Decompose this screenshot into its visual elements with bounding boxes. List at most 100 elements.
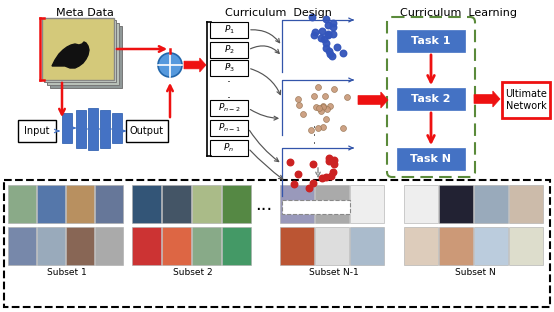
Bar xyxy=(100,110,110,148)
Bar xyxy=(210,100,248,116)
Text: $P_{n-2}$: $P_{n-2}$ xyxy=(218,102,240,114)
Point xyxy=(326,51,335,56)
Bar xyxy=(37,185,65,223)
Bar xyxy=(44,20,116,82)
Polygon shape xyxy=(474,91,500,107)
Bar xyxy=(509,185,543,223)
Bar xyxy=(210,22,248,38)
Bar xyxy=(42,18,114,80)
Bar xyxy=(210,120,248,136)
Point xyxy=(330,161,339,166)
Bar xyxy=(132,227,161,265)
Bar xyxy=(162,227,191,265)
Point xyxy=(339,50,348,55)
Point xyxy=(318,29,327,34)
Bar xyxy=(315,227,349,265)
Text: $P_1$: $P_1$ xyxy=(223,24,234,36)
Bar xyxy=(50,26,122,88)
Point xyxy=(319,104,327,109)
Point xyxy=(312,105,321,110)
Bar xyxy=(8,227,36,265)
Bar xyxy=(404,227,438,265)
Point xyxy=(338,125,347,130)
Point xyxy=(310,30,319,35)
Point xyxy=(324,32,333,37)
Text: $P_3$: $P_3$ xyxy=(224,62,234,74)
Bar xyxy=(222,185,251,223)
Bar xyxy=(76,110,86,148)
Bar xyxy=(350,227,384,265)
Bar xyxy=(162,185,191,223)
Text: Input: Input xyxy=(24,126,50,136)
Point xyxy=(294,172,302,177)
Bar xyxy=(397,88,465,110)
Text: Curriculum  Learning: Curriculum Learning xyxy=(399,8,516,18)
Point xyxy=(319,37,328,42)
Bar xyxy=(210,140,248,156)
Bar xyxy=(397,148,465,170)
Bar xyxy=(222,227,251,265)
Point xyxy=(325,158,334,163)
Bar xyxy=(282,200,350,214)
Point xyxy=(324,32,332,37)
Point xyxy=(318,176,327,181)
Bar xyxy=(132,185,161,223)
Text: · · ·: · · · xyxy=(310,124,322,144)
Bar xyxy=(37,227,65,265)
Bar xyxy=(280,227,314,265)
Point xyxy=(315,105,324,110)
Bar xyxy=(509,227,543,265)
Bar xyxy=(315,185,349,223)
Text: Subset 2: Subset 2 xyxy=(173,268,213,277)
Bar xyxy=(404,185,438,223)
Text: Meta Data: Meta Data xyxy=(56,8,114,18)
Bar xyxy=(474,227,508,265)
Point xyxy=(294,97,303,102)
Bar xyxy=(18,120,56,142)
Bar xyxy=(397,30,465,52)
Polygon shape xyxy=(358,92,388,108)
Point xyxy=(327,173,336,178)
Text: $P_2$: $P_2$ xyxy=(224,44,234,56)
Bar xyxy=(439,185,473,223)
Point xyxy=(309,161,317,166)
Text: Subset 1: Subset 1 xyxy=(47,268,87,277)
Point xyxy=(333,45,342,50)
Bar xyxy=(192,227,221,265)
Text: ·
·
·: · · · xyxy=(227,61,231,105)
Point xyxy=(317,109,326,114)
Point xyxy=(326,103,335,108)
Point xyxy=(321,116,330,121)
Point xyxy=(321,174,330,179)
Point xyxy=(286,159,295,164)
Text: Task 1: Task 1 xyxy=(411,36,451,46)
Point xyxy=(310,32,319,37)
Point xyxy=(308,180,317,185)
Point xyxy=(289,182,298,187)
Point xyxy=(342,95,351,100)
Bar xyxy=(4,180,550,307)
Point xyxy=(330,158,338,163)
Bar xyxy=(280,185,314,223)
Point xyxy=(321,17,330,22)
Bar xyxy=(88,108,98,150)
Text: Curriculum  Design: Curriculum Design xyxy=(224,8,331,18)
Bar xyxy=(126,120,168,142)
Bar xyxy=(95,227,123,265)
Bar xyxy=(95,185,123,223)
Bar xyxy=(62,113,72,143)
Point xyxy=(309,93,318,98)
Text: $P_{n-1}$: $P_{n-1}$ xyxy=(218,122,240,134)
Bar xyxy=(192,185,221,223)
Point xyxy=(327,54,336,59)
Bar xyxy=(66,185,94,223)
Bar xyxy=(66,227,94,265)
Text: ···: ··· xyxy=(255,201,273,219)
Point xyxy=(299,111,307,116)
Point xyxy=(321,40,330,45)
Polygon shape xyxy=(184,58,206,72)
Point xyxy=(319,125,327,130)
Bar xyxy=(47,23,119,85)
Bar xyxy=(112,113,122,143)
Point xyxy=(322,45,331,50)
